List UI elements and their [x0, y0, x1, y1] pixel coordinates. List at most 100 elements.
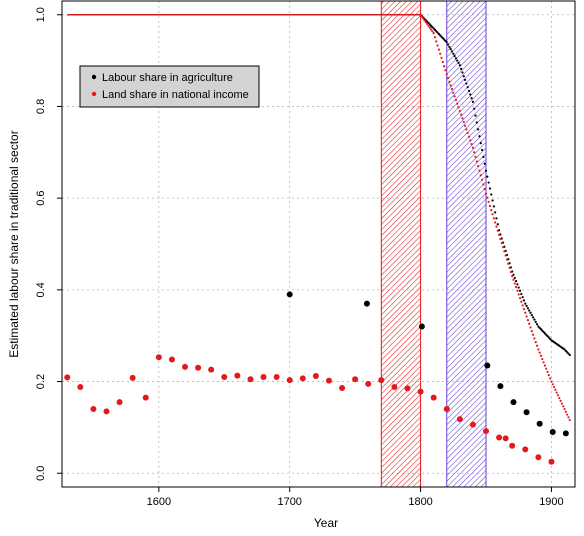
curve-dot — [474, 155, 477, 158]
curve-dot — [552, 385, 556, 389]
curve-dot — [535, 344, 539, 347]
curve-dot — [444, 39, 447, 42]
land-share-point — [496, 434, 503, 441]
curve-dot — [440, 56, 443, 59]
labour-share-point — [286, 291, 293, 298]
curve-dot — [439, 34, 442, 37]
y-axis: 0.0 0.2 0.4 0.6 0.8 1.0 — [35, 7, 62, 481]
curve-dot — [550, 380, 553, 383]
labour-share-point — [497, 383, 504, 390]
curve-dot — [530, 330, 533, 333]
curve-dot — [452, 91, 455, 94]
curve-dot — [520, 300, 523, 303]
curve-dot — [448, 80, 451, 83]
curve-dot — [428, 23, 431, 26]
curve-dot — [457, 106, 460, 109]
curve-dot — [532, 333, 535, 336]
curve-dot — [436, 44, 439, 47]
curve-dot — [456, 102, 459, 105]
labour-share-point — [484, 362, 491, 369]
land-share-point — [168, 356, 175, 363]
land-share-point — [339, 384, 346, 391]
curve-dot — [437, 48, 440, 51]
curve-dot — [431, 30, 434, 33]
land-share-point — [469, 421, 476, 428]
curve-dot — [499, 237, 502, 241]
curve-dot — [546, 370, 549, 374]
curve-dot — [522, 299, 526, 302]
curve-dot — [445, 41, 448, 44]
curve-dot — [483, 187, 486, 191]
curve-dot — [567, 352, 570, 355]
curve-dot — [505, 258, 509, 261]
curve-dot — [429, 28, 433, 31]
land-share-point — [312, 373, 319, 380]
curve-dot — [436, 31, 439, 34]
curve-dot — [446, 76, 450, 80]
curve-dot — [542, 361, 545, 364]
curve-dot — [567, 416, 570, 419]
land-share-point — [273, 373, 280, 380]
labour-share-point — [562, 430, 569, 437]
land-share-point — [129, 374, 136, 381]
curve-dot — [568, 418, 571, 422]
curve-dot — [432, 31, 435, 35]
curve-dot — [507, 262, 510, 265]
curve-dot — [470, 142, 473, 146]
y-tick-label: 0.0 — [35, 466, 47, 481]
curve-dot — [469, 139, 472, 142]
curve-dot — [545, 367, 548, 370]
curve-dot — [460, 67, 463, 70]
curve-dot — [551, 383, 554, 386]
land-share-point — [116, 399, 123, 406]
curve-dot — [496, 223, 499, 226]
curve-dot — [470, 97, 473, 100]
curve-dot — [428, 26, 431, 29]
curve-dot — [516, 289, 519, 292]
curve-dot — [517, 286, 520, 289]
curve-dot — [467, 135, 471, 138]
curve-dot — [556, 394, 560, 397]
curve-dot — [491, 199, 494, 202]
curve-dot — [453, 54, 456, 58]
curve-dot — [504, 254, 507, 257]
curve-dot — [488, 204, 492, 208]
curve-dot — [482, 183, 485, 186]
curve-dot — [477, 164, 480, 168]
curve-dot — [495, 217, 498, 220]
curve-dot — [543, 332, 547, 335]
curve-dot — [518, 289, 522, 292]
curve-dot — [532, 316, 535, 319]
labour-share-point — [549, 428, 556, 435]
land-share-point — [352, 376, 359, 383]
curve-dot — [535, 323, 539, 326]
curve-dot — [538, 351, 541, 354]
land-share-point — [535, 454, 542, 461]
curve-dot — [518, 297, 522, 300]
land-share-point — [548, 458, 555, 465]
land-share-point — [456, 416, 463, 423]
curve-dot — [471, 100, 475, 103]
land-share-point — [404, 385, 411, 392]
curve-dot — [492, 205, 495, 208]
curve-dot — [443, 65, 446, 68]
curve-dot — [478, 169, 481, 172]
curve-dot — [473, 151, 476, 154]
curve-dot — [419, 13, 422, 16]
curve-dot — [461, 71, 464, 74]
curve-dot — [549, 337, 552, 341]
land-share-point — [391, 384, 398, 391]
land-share-point — [64, 374, 71, 381]
curve-dot — [546, 335, 549, 338]
curve-dot — [448, 45, 451, 48]
curve-dot — [441, 60, 444, 64]
curve-dot — [549, 377, 552, 380]
curve-dot — [475, 121, 478, 124]
curve-dot — [564, 410, 567, 413]
curve-dot — [458, 64, 461, 67]
y-tick-label: 0.6 — [35, 191, 47, 206]
curve-dot — [509, 270, 512, 274]
shaded-period-1770-1800 — [380, 1, 422, 487]
curve-dot — [439, 52, 442, 55]
land-share-point — [417, 388, 424, 395]
